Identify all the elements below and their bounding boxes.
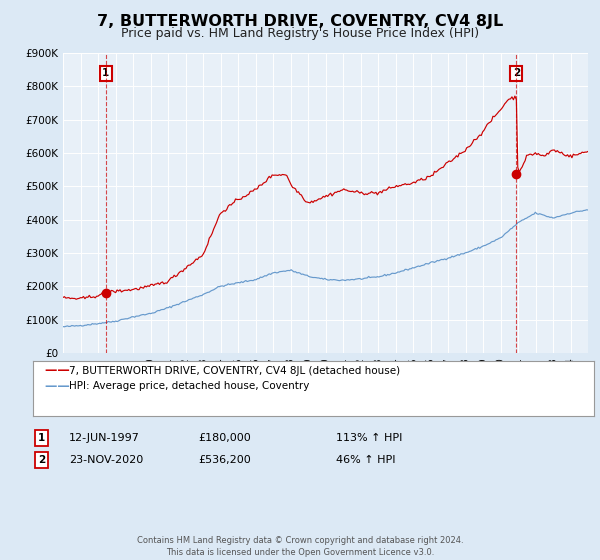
Text: HPI: Average price, detached house, Coventry: HPI: Average price, detached house, Cove… <box>69 381 310 391</box>
Text: 2: 2 <box>38 455 45 465</box>
Text: 1: 1 <box>38 433 45 443</box>
Text: Price paid vs. HM Land Registry's House Price Index (HPI): Price paid vs. HM Land Registry's House … <box>121 27 479 40</box>
Text: Contains HM Land Registry data © Crown copyright and database right 2024.
This d: Contains HM Land Registry data © Crown c… <box>137 536 463 557</box>
Text: 2: 2 <box>512 68 520 78</box>
Text: £180,000: £180,000 <box>198 433 251 443</box>
Text: 1: 1 <box>102 68 110 78</box>
Text: ——: —— <box>45 380 74 393</box>
Text: £536,200: £536,200 <box>198 455 251 465</box>
Text: 46% ↑ HPI: 46% ↑ HPI <box>336 455 395 465</box>
Text: 23-NOV-2020: 23-NOV-2020 <box>69 455 143 465</box>
Text: 113% ↑ HPI: 113% ↑ HPI <box>336 433 403 443</box>
Text: 12-JUN-1997: 12-JUN-1997 <box>69 433 140 443</box>
Text: 7, BUTTERWORTH DRIVE, COVENTRY, CV4 8JL (detached house): 7, BUTTERWORTH DRIVE, COVENTRY, CV4 8JL … <box>69 366 400 376</box>
Text: ——: —— <box>45 364 74 377</box>
Text: 7, BUTTERWORTH DRIVE, COVENTRY, CV4 8JL: 7, BUTTERWORTH DRIVE, COVENTRY, CV4 8JL <box>97 14 503 29</box>
